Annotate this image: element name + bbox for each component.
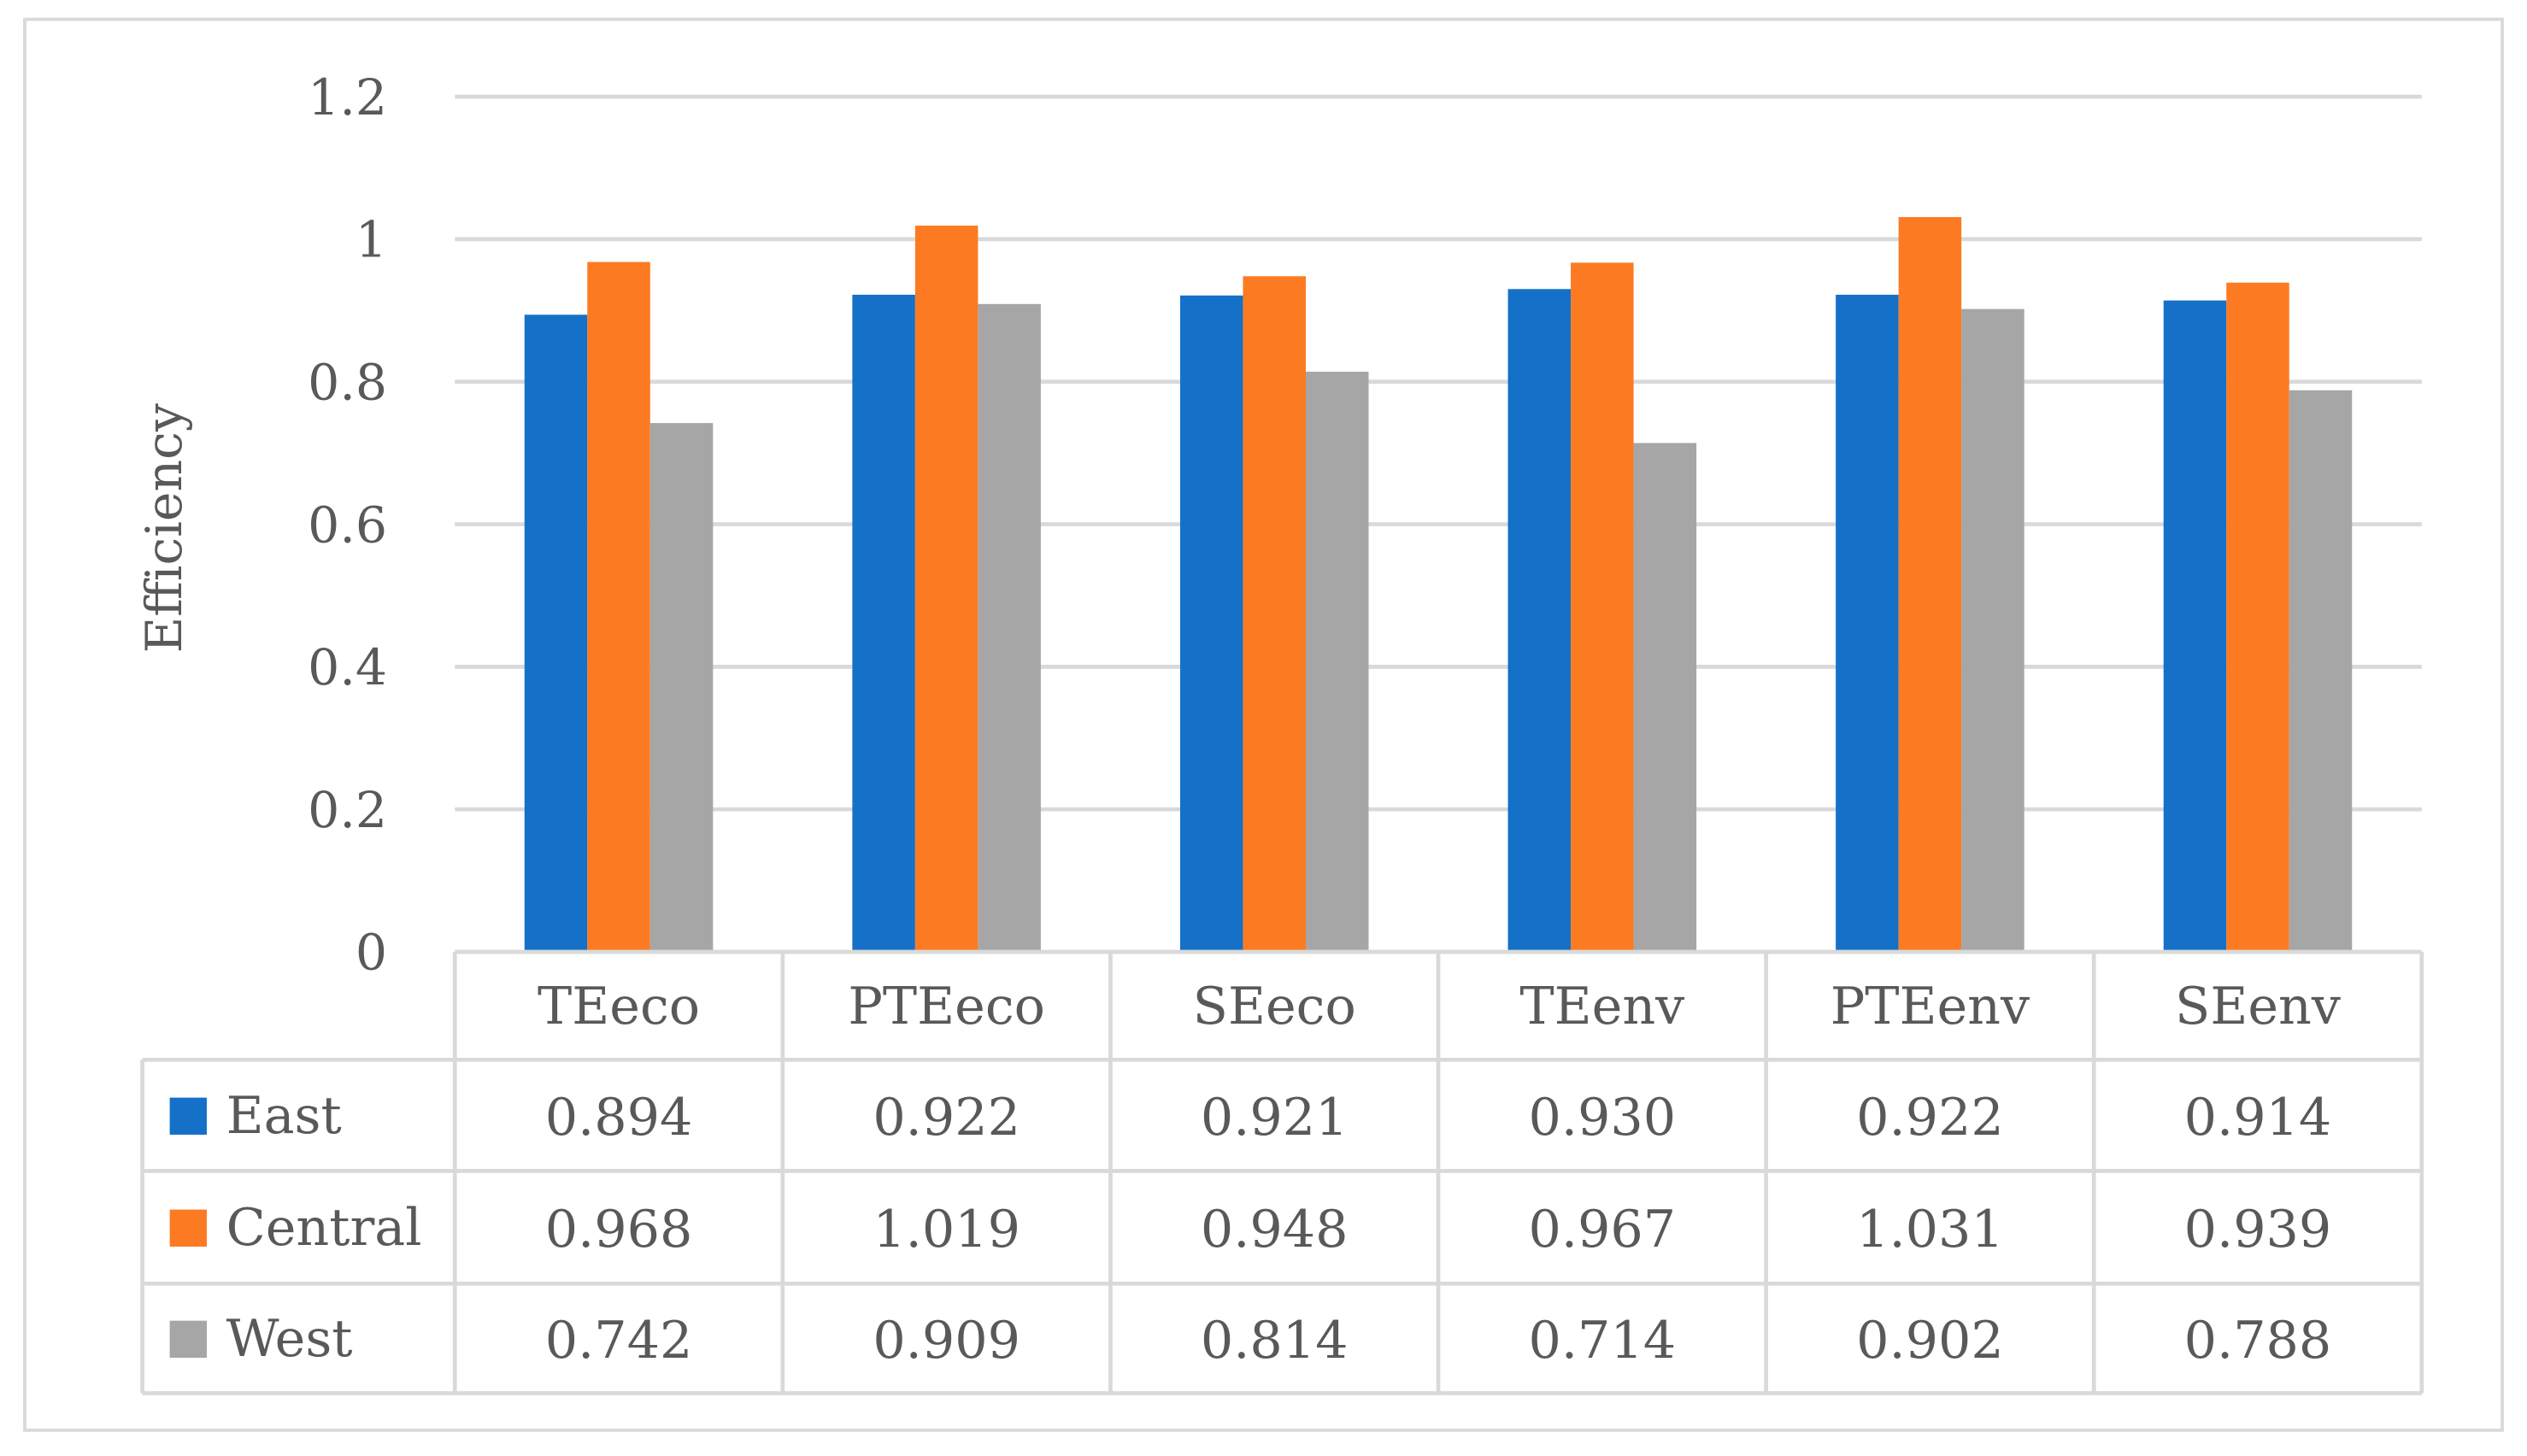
x-category-label: SEeco: [1193, 977, 1356, 1036]
y-tick-label: 0.2: [308, 781, 387, 839]
bar-central-teeco: [587, 261, 650, 953]
bar-west-teenv: [1633, 443, 1697, 953]
bar-east-pteenv: [1836, 294, 1899, 953]
data-label: 0.967: [1528, 1200, 1676, 1259]
data-label: 1.031: [1856, 1200, 2004, 1259]
data-label: 0.948: [1201, 1200, 1349, 1259]
data-label: 0.742: [545, 1311, 693, 1371]
legend-label-east: East: [226, 1086, 342, 1146]
x-category-label: TEenv: [1519, 977, 1684, 1036]
data-label: 0.921: [1201, 1088, 1349, 1148]
bar-west-pteenv: [1961, 308, 2025, 953]
x-category-label: SEenv: [2175, 977, 2341, 1036]
data-label: 0.968: [545, 1200, 693, 1259]
data-label: 0.930: [1528, 1088, 1676, 1148]
data-label: 0.914: [2184, 1088, 2332, 1148]
data-label: 0.909: [873, 1311, 1020, 1371]
x-category-label: PTEenv: [1831, 977, 2030, 1036]
y-tick-label: 0.6: [308, 496, 387, 554]
data-label: 0.814: [1201, 1311, 1349, 1371]
legend-swatch-central: [169, 1209, 207, 1247]
legend-swatch-east: [169, 1097, 207, 1135]
data-label: 0.894: [545, 1088, 693, 1148]
y-tick-label: 0.8: [308, 353, 387, 411]
bar-west-pteeco: [978, 303, 1041, 953]
data-label: 0.902: [1856, 1311, 2004, 1371]
bar-central-teenv: [1571, 262, 1634, 953]
legend-label-west: West: [226, 1309, 353, 1369]
data-label: 0.922: [1856, 1088, 2004, 1148]
data-label: 1.019: [873, 1200, 1020, 1259]
bar-central-pteeco: [914, 226, 978, 953]
y-tick-label: 1: [356, 211, 387, 269]
legend-label-central: Central: [226, 1198, 422, 1258]
data-label: 0.939: [2184, 1200, 2332, 1259]
bar-central-pteenv: [1898, 217, 1962, 953]
bar-west-seenv: [2289, 390, 2353, 953]
y-tick-label: 0.4: [308, 638, 387, 696]
bar-west-teeco: [649, 423, 714, 953]
data-label: 0.714: [1528, 1311, 1676, 1371]
legend-swatch-west: [169, 1320, 207, 1359]
y-axis-label: Efficiency: [135, 403, 193, 653]
bar-east-seenv: [2163, 300, 2227, 953]
bar-east-pteeco: [852, 294, 915, 953]
x-category-label: TEeco: [538, 977, 700, 1036]
data-label: 0.922: [873, 1088, 1020, 1148]
data-label: 0.788: [2184, 1311, 2332, 1371]
bar-central-seenv: [2226, 282, 2289, 953]
bar-east-teeco: [524, 314, 588, 953]
bar-central-seeco: [1243, 276, 1306, 953]
x-category-label: PTEeco: [848, 977, 1045, 1036]
bar-east-seeco: [1179, 295, 1243, 953]
y-tick-label: 1.2: [308, 68, 387, 126]
bar-west-seeco: [1305, 372, 1369, 953]
bar-east-teenv: [1507, 289, 1572, 953]
y-tick-label: 0: [356, 924, 387, 982]
